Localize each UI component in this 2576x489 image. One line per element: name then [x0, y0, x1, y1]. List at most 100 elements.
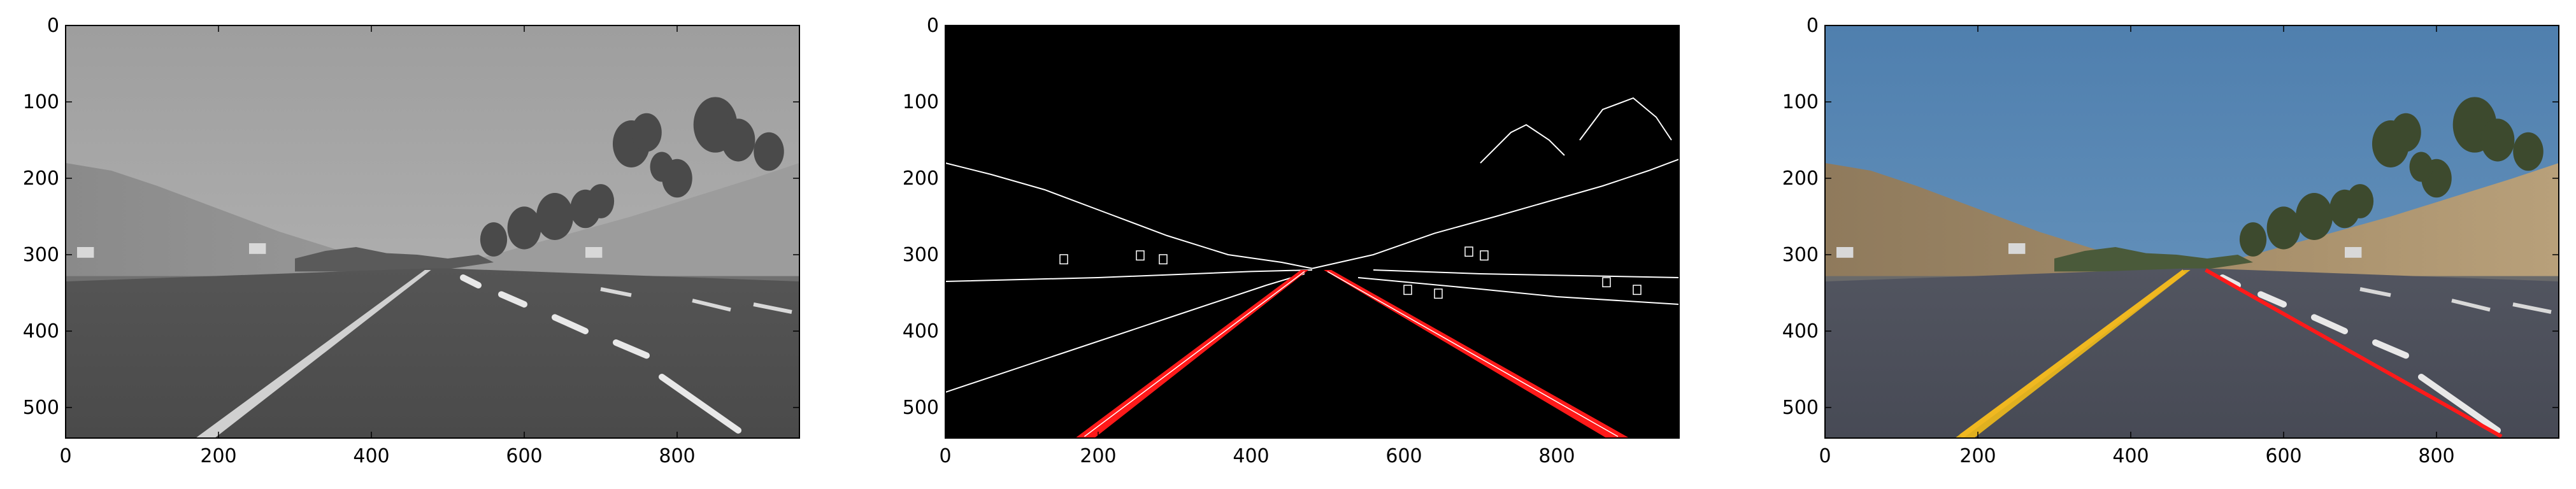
- x-tick-label: 400: [353, 445, 389, 467]
- panels-group: 0 200 400 600 800 0 100 200 300 400 500 0 200 400 600 8…: [23, 15, 2559, 467]
- edge-contour: [1480, 124, 1565, 164]
- lane-dash: [2258, 291, 2287, 308]
- y-tick-label: 300: [23, 244, 59, 266]
- tree-cluster: [2266, 206, 2301, 250]
- far-lane-dash: [692, 299, 731, 312]
- y-tick-label: 0: [1807, 15, 1819, 37]
- color-lane-overlay-image-content: [1825, 25, 2559, 438]
- edge-speck: [1403, 285, 1412, 295]
- lane-dash: [552, 314, 589, 334]
- right-lane-detection: [1324, 270, 1629, 438]
- road-surface: [1825, 268, 2559, 438]
- lane-dash: [460, 274, 482, 288]
- edge-detection-image-content: [945, 25, 1679, 438]
- x-tick-label: 200: [200, 445, 236, 467]
- tree-cluster: [2480, 118, 2515, 162]
- road-sign: [2345, 247, 2362, 258]
- grayscale-road-image: 0 200 400 600 800 0 100 200 300 400 500: [23, 15, 800, 467]
- far-lane-dash: [2451, 299, 2491, 312]
- x-tick-label: 400: [2112, 445, 2149, 467]
- horizon-trees: [295, 247, 494, 272]
- x-tick-label: 400: [1233, 445, 1269, 467]
- y-tick-label: 400: [1782, 320, 1819, 343]
- edge-speck: [1633, 285, 1642, 295]
- tree-cluster: [2391, 113, 2421, 152]
- edge-speck: [1136, 250, 1145, 261]
- y-tick-label: 100: [903, 91, 939, 113]
- lane-dash: [659, 374, 741, 434]
- lane-dash: [498, 291, 527, 308]
- x-tick-label: 0: [59, 445, 71, 467]
- edge-detection-image: 0 200 400 600 800 0 100 200 300 400 500: [903, 15, 1680, 467]
- lane-dash: [613, 339, 650, 359]
- left-lane-overlay: [1959, 269, 2186, 438]
- y-tick-label: 500: [1782, 397, 1819, 419]
- far-lane-dash: [2359, 287, 2391, 297]
- y-tick-label: 200: [903, 167, 939, 190]
- tree-cluster: [2239, 222, 2267, 257]
- edge-speck: [1602, 277, 1611, 288]
- lane-dash: [2311, 314, 2348, 334]
- road-surface: [66, 268, 799, 438]
- y-tick-label: 100: [1782, 91, 1819, 113]
- x-tick-label: 200: [1959, 445, 1996, 467]
- y-tick-label: 500: [23, 397, 59, 419]
- x-tick-label: 600: [2265, 445, 2301, 467]
- tree-cluster: [587, 184, 615, 218]
- x-tick-label: 600: [506, 445, 542, 467]
- edge-speck: [1480, 250, 1489, 261]
- edge-contour: [1312, 159, 1679, 269]
- y-tick-label: 300: [903, 244, 939, 266]
- tree-cluster: [2513, 132, 2544, 171]
- horizon-trees: [2054, 247, 2253, 272]
- edge-speck: [1159, 254, 1168, 265]
- road-sign: [2008, 243, 2026, 254]
- tree-cluster: [631, 113, 662, 152]
- edge-contour: [1373, 269, 1679, 278]
- tree-cluster: [536, 193, 574, 240]
- y-tick-label: 400: [23, 320, 59, 343]
- y-tick-label: 100: [23, 91, 59, 113]
- edge-contour: [945, 162, 1313, 269]
- y-tick-label: 200: [1782, 167, 1819, 190]
- y-tick-label: 400: [903, 320, 939, 343]
- tree-cluster: [2409, 152, 2433, 182]
- edge-contour: [1579, 97, 1672, 141]
- y-tick-label: 0: [47, 15, 59, 37]
- grayscale-road-image-content: [66, 25, 799, 438]
- right-lane-edge: [1327, 271, 1619, 437]
- y-tick-label: 300: [1782, 244, 1819, 266]
- x-tick-label: 800: [1538, 445, 1575, 467]
- road-sign: [77, 247, 94, 258]
- far-lane-dash: [600, 287, 632, 297]
- color-lane-overlay-image-frame: [1824, 25, 2559, 439]
- road-sign: [1836, 247, 1854, 258]
- tree-cluster: [2295, 193, 2333, 240]
- lane-dash: [2372, 339, 2409, 359]
- edge-detection-image-frame: [945, 25, 1680, 439]
- y-tick-label: 200: [23, 167, 59, 190]
- edge-speck: [1059, 254, 1068, 265]
- right-lane-overlay: [2205, 268, 2503, 438]
- edge-speck: [1434, 288, 1443, 299]
- left-lane-edge: [1084, 271, 1305, 437]
- x-tick-label: 800: [659, 445, 695, 467]
- x-tick-label: 0: [1819, 445, 1831, 467]
- color-lane-overlay-image: 0 200 400 600 800 0 100 200 300 400 500: [1782, 15, 2559, 467]
- y-tick-label: 0: [927, 15, 939, 37]
- x-tick-label: 0: [939, 445, 951, 467]
- left-lane-line: [196, 270, 431, 438]
- tree-cluster: [507, 206, 541, 250]
- edge-contour: [945, 273, 1305, 393]
- far-lane-dash: [753, 302, 792, 314]
- y-tick-label: 500: [903, 397, 939, 419]
- road-sign: [249, 243, 266, 254]
- edge-contour: [1357, 277, 1679, 305]
- tree-cluster: [650, 152, 674, 182]
- edge-contour: [945, 269, 1313, 282]
- far-lane-dash: [2512, 302, 2552, 314]
- tree-cluster: [2346, 184, 2374, 218]
- tree-cluster: [754, 132, 784, 171]
- lane-dash: [2418, 374, 2501, 434]
